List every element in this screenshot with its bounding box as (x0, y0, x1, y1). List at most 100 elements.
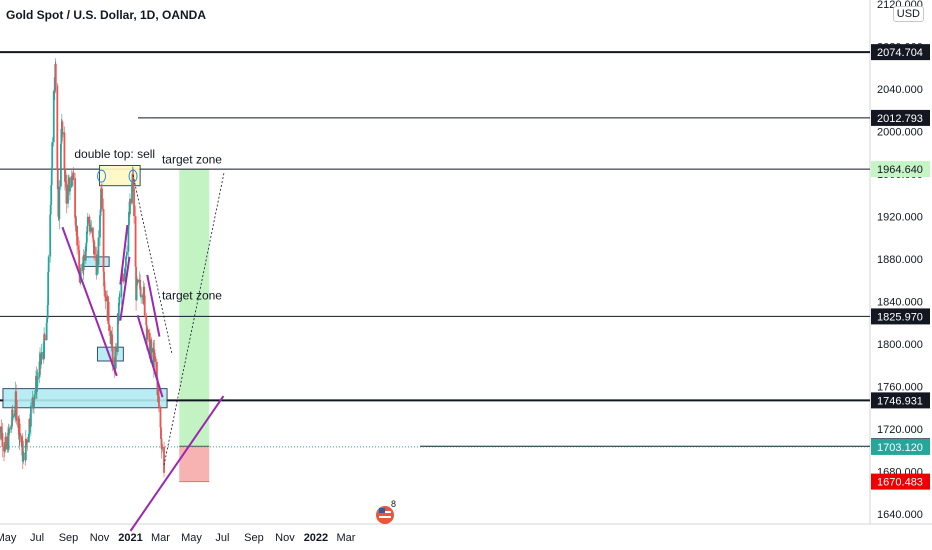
candle-body (45, 322, 48, 341)
price-axis-label-bg (871, 44, 930, 61)
candle-body (111, 347, 114, 366)
candle-body (59, 143, 62, 187)
candle-body (0, 426, 3, 439)
candle-body (149, 347, 152, 359)
candle-body (156, 377, 159, 395)
candle-body (85, 242, 88, 247)
candle-body (156, 361, 158, 378)
y-tick-label: 1840.000 (877, 297, 923, 309)
price-axis-label: 1703.120 (871, 438, 930, 455)
price-axis-label-text: 2074.704 (877, 47, 923, 59)
candle-body (49, 214, 52, 257)
candle-body (152, 349, 155, 368)
price-axis-label-bg (871, 438, 930, 455)
price-axis-label: 1670.483 (871, 473, 930, 490)
candle-body (85, 231, 88, 243)
candle-body (21, 440, 24, 462)
candle-body (50, 167, 53, 186)
candle-body (111, 334, 114, 348)
candle-body (122, 277, 125, 282)
candle-body (7, 428, 10, 451)
support-zone (2, 388, 168, 409)
candle-body (24, 438, 27, 461)
candle-body (10, 426, 12, 430)
candle-body (145, 325, 148, 340)
candle-body (4, 442, 6, 452)
candle-body (92, 237, 95, 241)
candle-body (135, 279, 138, 301)
candle-body (123, 268, 126, 282)
candle-body (1, 432, 4, 447)
candle-body (68, 178, 71, 192)
candle-body (158, 396, 160, 408)
x-tick-label: 2021 (118, 532, 142, 544)
candle-body (46, 305, 49, 319)
price-axis-label: 2012.793 (871, 109, 930, 126)
candle-body (65, 185, 68, 204)
currency-button[interactable]: USD (892, 6, 924, 22)
candle-body (147, 329, 150, 333)
price-axis-label-bg (871, 161, 930, 178)
candle-body (117, 302, 120, 321)
projection-line (132, 174, 173, 355)
candle-body (146, 336, 149, 340)
price-axis-label-bg (871, 392, 930, 409)
candle-body (62, 132, 64, 134)
price-axis-label-text: 1964.640 (877, 164, 923, 176)
candle-body (44, 339, 47, 341)
candle-body (63, 132, 66, 170)
chart-annotation: target zone (162, 288, 222, 302)
candle-body (161, 446, 164, 448)
candle-body (120, 279, 123, 282)
candle-body (36, 378, 39, 381)
wedge-line (119, 256, 131, 321)
x-tick-label: Nov (275, 532, 295, 544)
candle-body (3, 446, 5, 452)
candle-body (88, 223, 91, 232)
candle-body (29, 405, 32, 427)
candle-body (74, 217, 77, 226)
candle-body (148, 332, 151, 359)
candle-body (40, 352, 43, 360)
candle-body (121, 273, 124, 278)
candle-body (84, 246, 87, 261)
candle-body (27, 433, 30, 443)
price-axis-label-text: 1670.483 (877, 477, 923, 489)
candle-body (56, 169, 59, 190)
price-axis-label: 1825.970 (871, 308, 930, 325)
candle-body (86, 226, 89, 232)
x-tick-label: May (181, 532, 202, 544)
y-tick-label: 1800.000 (877, 339, 923, 351)
flag-event-icon: 8 (376, 499, 396, 524)
candle-body (103, 286, 106, 291)
candle-body (5, 436, 7, 450)
price-axis-label-bg (871, 308, 930, 325)
candle-body (74, 178, 77, 218)
candle-body (136, 279, 139, 284)
candle-body (57, 189, 60, 217)
candle-body (12, 416, 15, 418)
candle-body (131, 173, 134, 184)
candle-body (129, 199, 132, 204)
price-axis-label: 2074.704 (871, 44, 930, 61)
x-tick-labels: May Jul Sep Nov 2021 Mar May Jul Sep Nov 2022 Mar (0, 532, 356, 544)
candle-body (43, 334, 46, 340)
candle-body (100, 188, 102, 210)
candle-body (110, 337, 113, 345)
candle-body (71, 176, 73, 179)
candle-body (28, 419, 31, 428)
candle-body (14, 391, 17, 411)
candle-body (47, 272, 50, 306)
candle-body (96, 261, 98, 276)
candle-body (15, 400, 18, 421)
x-tick-label: Jul (215, 532, 229, 544)
candle-body (99, 215, 101, 238)
candle-body (115, 346, 118, 352)
candle-body (38, 361, 41, 378)
projection-line (163, 172, 225, 466)
x-tick-label: 2022 (304, 532, 328, 544)
price-axis-label-bg (871, 109, 930, 126)
price-axis-label-text: 1825.970 (877, 311, 923, 323)
